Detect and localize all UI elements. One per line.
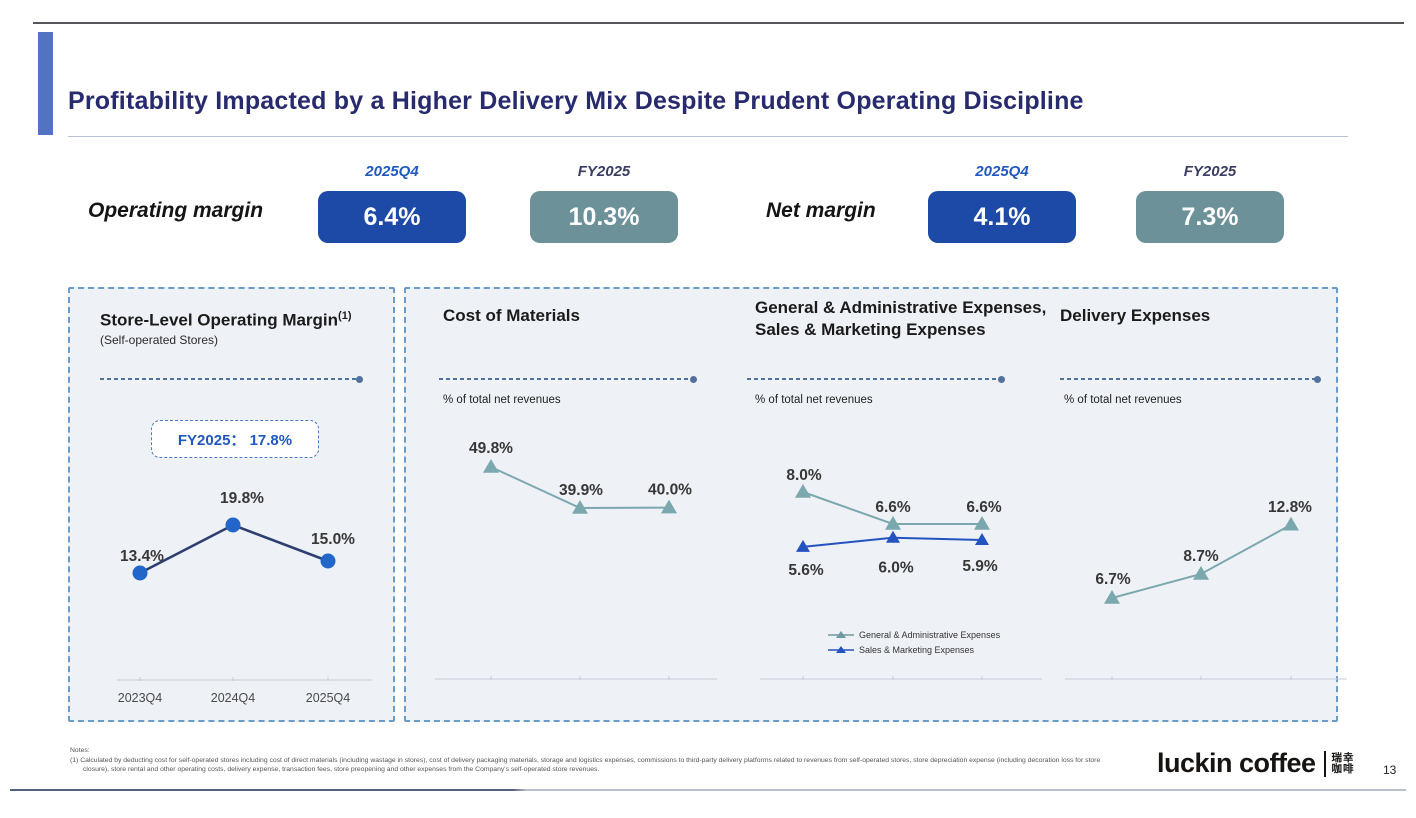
footer-rule — [10, 789, 1406, 791]
ga-sm-chart: 2023Q4 2024Q4 2025Q4 8.0% 6.6% 6.6% 5.6% 6.0% 5.… — [760, 467, 1042, 689]
store-margin-title-text: Store-Level Operating Margin — [100, 310, 339, 330]
svg-text:2024Q4: 2024Q4 — [1179, 687, 1224, 689]
svg-text:6.6%: 6.6% — [875, 499, 911, 516]
sm-legend-icon — [828, 646, 854, 653]
svg-text:5.9%: 5.9% — [962, 558, 998, 575]
page-number: 13 — [1383, 763, 1397, 777]
svg-text:5.6%: 5.6% — [788, 562, 824, 579]
net-margin-q-value: 4.1% — [928, 191, 1076, 243]
svg-text:2024Q4: 2024Q4 — [871, 687, 916, 689]
svg-text:49.8%: 49.8% — [469, 440, 513, 457]
delivery-expenses-unit: % of total net revenues — [1064, 394, 1182, 406]
operating-margin-fy-period: FY2025 — [577, 163, 631, 180]
cost-of-materials-title: Cost of Materials — [443, 306, 580, 325]
ga-legend-label: General & Administrative Expenses — [859, 630, 1001, 640]
legend-ga: General & Administrative Expenses — [828, 630, 1000, 640]
trend-arrow — [1060, 375, 1321, 383]
svg-text:2024Q4: 2024Q4 — [558, 687, 603, 689]
net-margin-label: Net margin — [766, 199, 876, 222]
operating-margin-label: Operating margin — [88, 199, 264, 222]
title-divider — [68, 136, 1348, 137]
svg-text:6.7%: 6.7% — [1095, 571, 1131, 588]
net-margin-q-period: 2025Q4 — [975, 163, 1029, 180]
svg-text:6.6%: 6.6% — [966, 499, 1002, 516]
svg-text:15.0%: 15.0% — [311, 531, 355, 548]
store-margin-subtitle: (Self-operated Stores) — [100, 333, 219, 347]
footnotes: Notes: (1) Calculated by deducting cost … — [70, 746, 1115, 775]
legend-sm: Sales & Marketing Expenses — [828, 645, 974, 655]
footnote-1: (1) Calculated by deducting cost for sel… — [70, 756, 1101, 774]
trend-arrow — [747, 375, 1005, 383]
svg-text:2023Q4: 2023Q4 — [469, 687, 514, 689]
store-margin-chart: 2023Q4 2024Q4 2025Q4 13.4% 19.8% 15.0% — [117, 490, 372, 705]
logo-chinese: 瑞幸 咖啡 — [1331, 751, 1355, 775]
svg-text:8.0%: 8.0% — [786, 467, 822, 484]
svg-text:2023Q4: 2023Q4 — [118, 691, 163, 705]
svg-text:40.0%: 40.0% — [648, 482, 692, 499]
trend-arrow — [439, 375, 697, 383]
luckin-coffee-logo: luckin coffee 瑞幸 咖啡 — [1157, 748, 1355, 779]
expense-panel: Cost of Materials % of total net revenue… — [404, 287, 1347, 722]
operating-margin-q-value: 6.4% — [318, 191, 466, 243]
sm-legend-label: Sales & Marketing Expenses — [859, 645, 975, 655]
svg-text:2025Q4: 2025Q4 — [306, 691, 351, 705]
ga-sm-title: General & Administrative Expenses, Sales… — [755, 297, 1065, 341]
store-margin-panel: Store-Level Operating Margin(1) (Self-op… — [68, 287, 395, 722]
page-title: Profitability Impacted by a Higher Deliv… — [68, 86, 1084, 115]
logo-cn-bottom: 咖啡 — [1331, 762, 1355, 775]
net-margin-fy-value: 7.3% — [1136, 191, 1284, 243]
operating-margin-q-period: 2025Q4 — [365, 163, 419, 180]
svg-text:12.8%: 12.8% — [1268, 499, 1312, 516]
svg-text:2025Q4: 2025Q4 — [647, 687, 692, 689]
logo-cn-top: 瑞幸 — [1331, 751, 1355, 764]
store-margin-title: Store-Level Operating Margin(1) — [100, 305, 352, 332]
ga-sm-unit: % of total net revenues — [755, 394, 873, 406]
top-rule — [33, 22, 1404, 24]
title-accent-bar — [38, 32, 53, 135]
svg-text:39.9%: 39.9% — [559, 482, 603, 499]
svg-text:19.8%: 19.8% — [220, 490, 264, 507]
ga-title-line1: General & Administrative Expenses, — [755, 298, 1047, 317]
svg-text:2023Q4: 2023Q4 — [1090, 687, 1135, 689]
cost-of-materials-chart: 2023Q4 2024Q4 2025Q4 49.8% 39.9% 40.0% — [435, 440, 717, 689]
svg-text:6.0%: 6.0% — [878, 560, 914, 577]
cost-of-materials-unit: % of total net revenues — [443, 394, 561, 406]
svg-text:2025Q4: 2025Q4 — [960, 687, 1005, 689]
net-margin-fy-period: FY2025 — [1183, 163, 1237, 180]
delivery-expenses-title: Delivery Expenses — [1060, 306, 1211, 325]
delivery-expenses-chart: 2023Q4 2024Q4 2025Q4 6.7% 8.7% 12.8% — [1065, 499, 1347, 689]
svg-text:2023Q4: 2023Q4 — [781, 687, 826, 689]
trend-arrow — [100, 375, 363, 383]
svg-text:2025Q4: 2025Q4 — [1269, 687, 1314, 689]
svg-text:8.7%: 8.7% — [1183, 548, 1219, 565]
logo-wordmark: luckin coffee — [1157, 748, 1316, 778]
operating-margin-fy-value: 10.3% — [530, 191, 678, 243]
svg-text:13.4%: 13.4% — [120, 548, 164, 565]
ga-title-line2: Sales & Marketing Expenses — [755, 320, 986, 339]
fy2025-badge: FY2025： 17.8% — [151, 420, 319, 458]
notes-label: Notes: — [70, 747, 90, 754]
logo-separator — [1323, 750, 1326, 777]
footnote-marker: (1) — [338, 310, 352, 322]
ga-legend-icon — [828, 631, 854, 638]
svg-text:2024Q4: 2024Q4 — [211, 691, 256, 705]
